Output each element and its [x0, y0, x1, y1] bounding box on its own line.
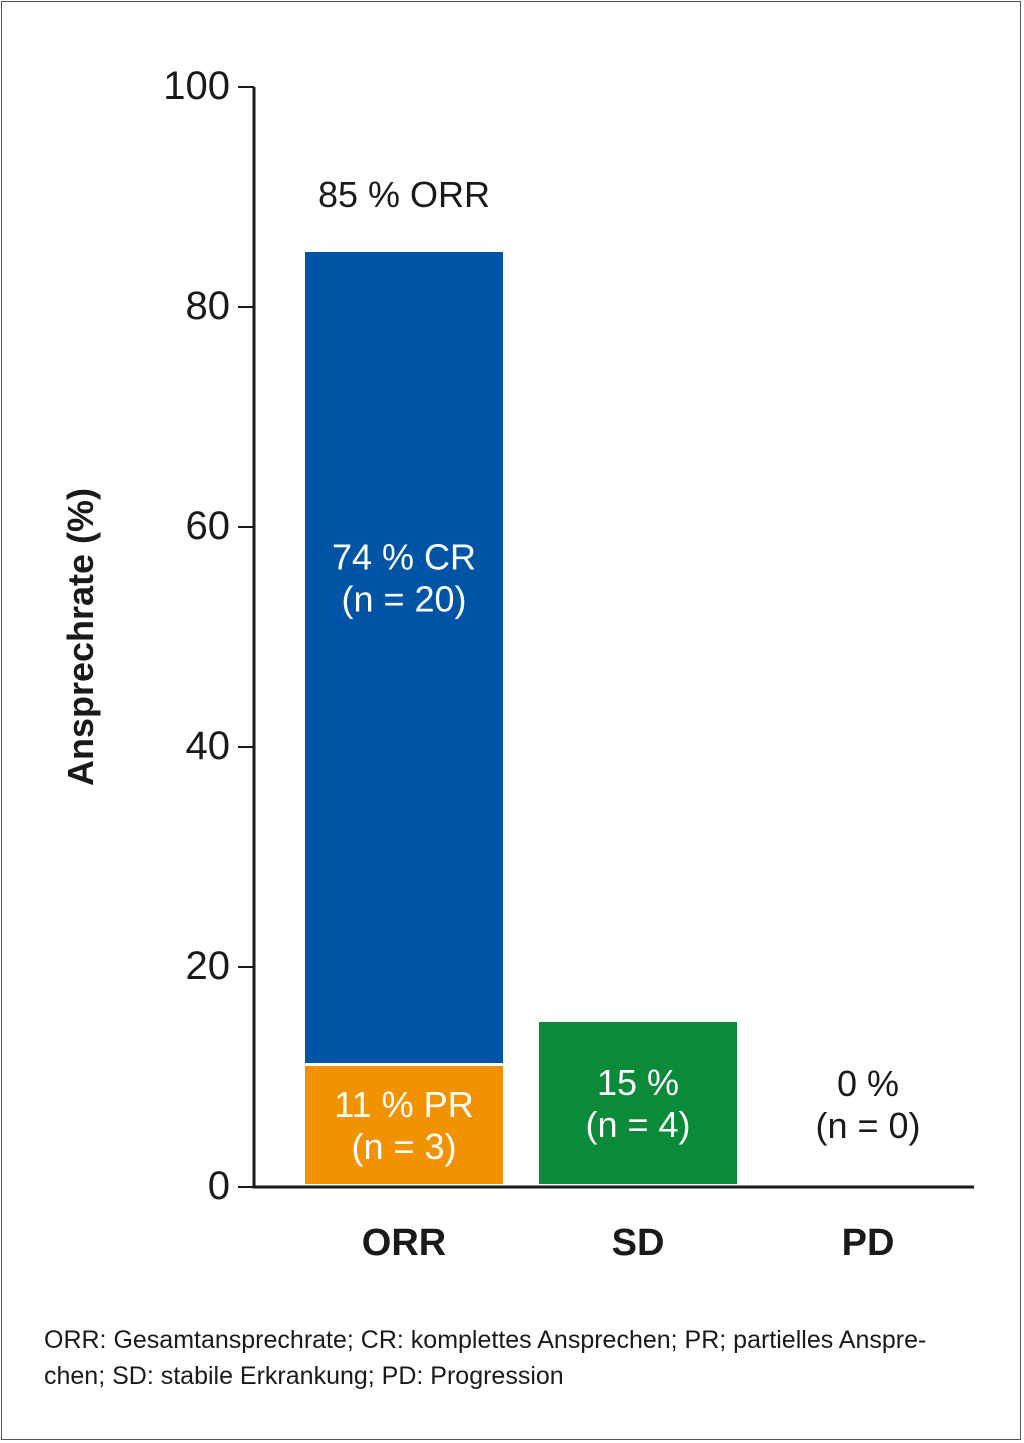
labels: 11 % PR(n = 3) 74 % CR(n = 20) 85 % ORR ORR…: [318, 174, 921, 1264]
y-axis-label: Ansprechrate (%): [60, 488, 101, 786]
data-label: 74 % CR: [332, 537, 476, 578]
x-category-label: ORR: [362, 1222, 446, 1264]
footnote-line-2: chen; SD: stabile Erkrankung; PD: Progre…: [44, 1362, 564, 1390]
bar-segment: [305, 252, 503, 1063]
bar-segment: [539, 1022, 737, 1184]
data-label: (n = 3): [351, 1126, 456, 1167]
data-label: 15 %: [597, 1062, 679, 1103]
y-tick-label: 80: [186, 284, 231, 328]
footnote: ORR: Gesamtansprechrate; CR: komplettes …: [44, 1322, 964, 1394]
bars: [305, 252, 737, 1184]
footnote-line-1: ORR: Gesamtansprechrate; CR: komplettes …: [44, 1326, 927, 1354]
bar-chart: 0 20 40 60 80 100 11 % PR(n = 3) 74 % CR(n = 2…: [60, 64, 974, 1264]
x-category-label: PD: [842, 1222, 895, 1264]
y-tick-label: 100: [163, 64, 230, 108]
data-label: 0 %: [837, 1063, 899, 1104]
bar-segment: [305, 1066, 503, 1184]
data-label: (n = 0): [815, 1105, 920, 1146]
y-tick-label: 20: [186, 944, 231, 988]
y-tick-label: 60: [186, 504, 231, 548]
x-category-label: SD: [612, 1222, 665, 1264]
data-label: (n = 4): [585, 1104, 690, 1145]
y-tick-label: 40: [186, 724, 231, 768]
data-label: (n = 20): [341, 579, 466, 620]
y-tick-label: 0: [208, 1164, 230, 1208]
data-label: 11 % PR: [334, 1084, 473, 1125]
axes: 0 20 40 60 80 100: [163, 64, 974, 1208]
total-label: 85 % ORR: [318, 174, 490, 215]
